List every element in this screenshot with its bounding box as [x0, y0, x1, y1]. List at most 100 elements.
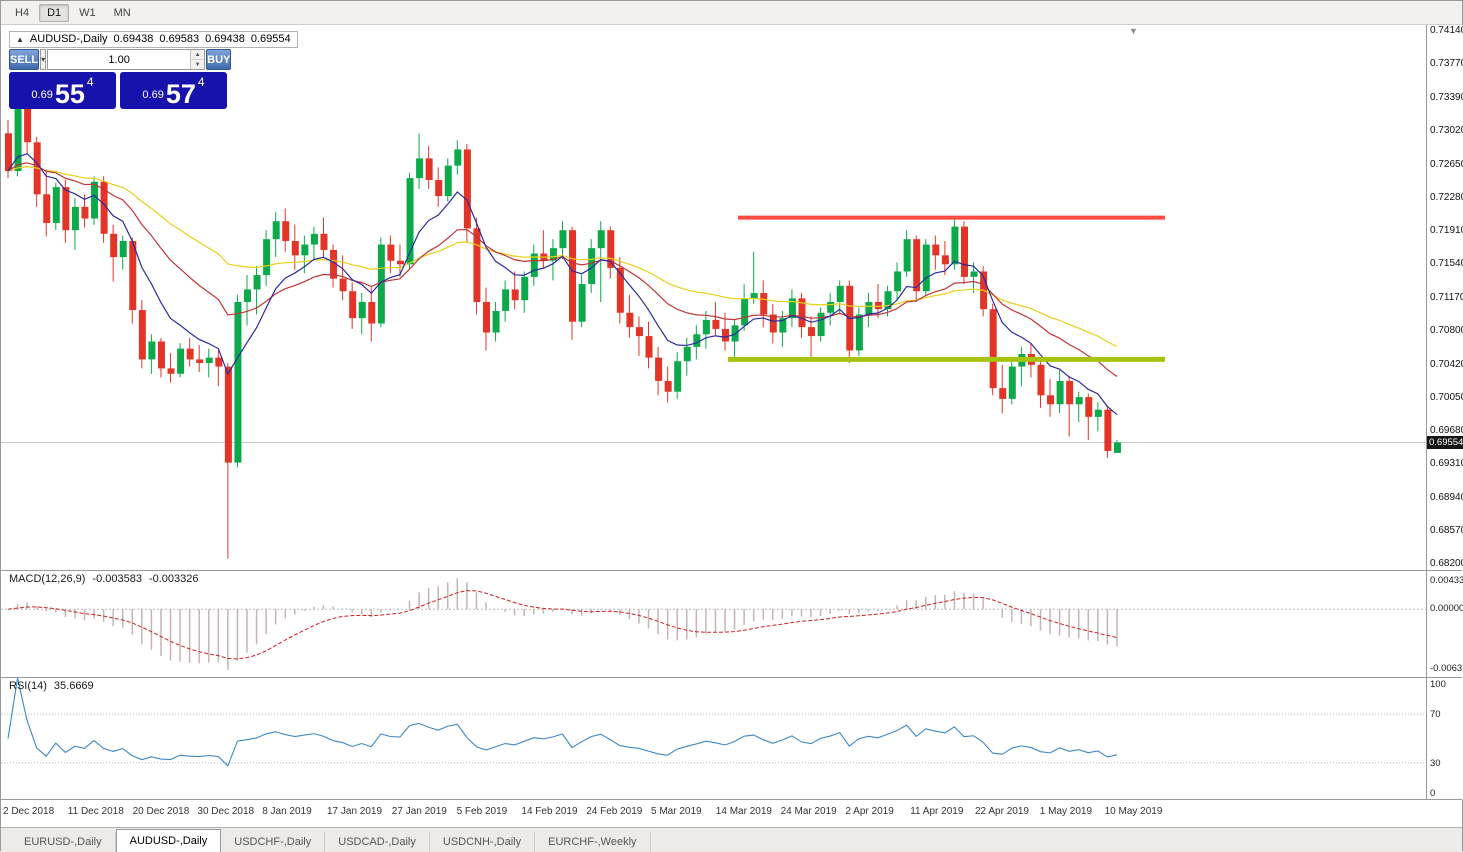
date-axis-label: 11 Apr 2019 [910, 806, 964, 817]
price-axis-label: 0.70800 [1430, 324, 1463, 336]
price-axis-label: 0.71170 [1430, 291, 1463, 303]
timeframe-button-mn[interactable]: MN [113, 6, 131, 19]
date-axis-label: 2 Apr 2019 [845, 806, 894, 817]
price-axis-label: 0.68200 [1430, 558, 1463, 569]
date-axis-label: 20 Dec 2018 [132, 806, 190, 817]
low-value: 0.69438 [205, 33, 245, 45]
macd-axis-label: 0.000000 [1430, 603, 1463, 615]
volume-field-wrap: ▲ ▼ [47, 49, 206, 70]
volume-spinner: ▲ ▼ [190, 50, 205, 69]
buy-price-display[interactable]: 0.69 57 4 [120, 72, 227, 109]
buy-price-sup: 4 [197, 75, 205, 89]
pane-separator[interactable] [1, 677, 1462, 678]
rsi-axis-label: 30 [1430, 757, 1441, 769]
chart-shift-icon[interactable]: ▼ [1129, 26, 1138, 36]
chevron-down-icon: ▾ [41, 55, 46, 64]
date-axis[interactable]: 2 Dec 2018 11 Dec 2018 20 Dec 2018 30 Dec 2… [1, 800, 1426, 827]
spin-up-icon[interactable]: ▲ [191, 50, 205, 60]
chart-tab-audusd[interactable]: AUDUSD-,Daily [115, 829, 222, 852]
macd-label: MACD(12,26,9) -0.003583 -0.003326 [9, 573, 199, 585]
macd-axis-label: -0.006373 [1430, 663, 1463, 674]
price-axis-label: 0.68570 [1430, 524, 1463, 536]
price-axis[interactable] [1426, 25, 1463, 800]
chart-tab-usdcad[interactable]: USDCAD-,Daily [325, 832, 430, 852]
chart-tab-eurchf[interactable]: EURCHF-,Weekly [535, 832, 651, 852]
price-axis-label: 0.72280 [1430, 191, 1463, 203]
rsi-line [7, 678, 1118, 767]
price-axis-label: 0.74140 [1430, 25, 1463, 36]
date-axis-label: 24 Feb 2019 [586, 806, 643, 817]
main-chart-canvas[interactable] [1, 25, 1426, 570]
chart-tab-bar: EURUSD-,Daily AUDUSD-,Daily USDCHF-,Daily U… [1, 827, 1462, 852]
spin-down-icon[interactable]: ▼ [191, 60, 205, 69]
chart-tab-usdchf[interactable]: USDCHF-,Daily [221, 832, 326, 852]
macd-value-signal: -0.003326 [148, 573, 199, 585]
price-axis-label: 0.73020 [1430, 125, 1463, 137]
macd-indicator-name: MACD(12,26,9) [9, 573, 86, 585]
sell-price-small: 0.69 [31, 89, 53, 101]
date-axis-label: 11 Dec 2018 [67, 806, 124, 817]
current-price-tag: 0.69554 [1427, 435, 1463, 449]
sell-price-sup: 4 [86, 75, 94, 89]
timeframe-button-group: H4 D1 W1 MN [7, 3, 139, 22]
timeframe-button-w1[interactable]: W1 [79, 6, 96, 19]
date-axis-label: 8 Jan 2019 [262, 806, 312, 817]
macd-canvas[interactable] [1, 571, 1426, 677]
date-axis-label: 14 Mar 2019 [715, 806, 772, 817]
chart-tab-eurusd[interactable]: EURUSD-,Daily [11, 832, 116, 852]
date-axis-label: 5 Feb 2019 [456, 806, 508, 817]
rsi-label: RSI(14) 35.6669 [9, 680, 94, 692]
price-axis-label: 0.71910 [1430, 225, 1463, 237]
buy-price-small: 0.69 [142, 89, 164, 101]
price-axis-label: 0.72650 [1430, 158, 1463, 170]
rsi-indicator-name: RSI(14) [9, 680, 47, 692]
pane-separator[interactable] [1, 799, 1462, 800]
ma-slow-line [7, 166, 1118, 348]
sell-price-big: 55 [54, 78, 85, 109]
pane-separator[interactable] [1, 570, 1462, 571]
price-axis-label: 0.73770 [1430, 58, 1463, 70]
date-axis-label: 2 Dec 2018 [3, 806, 55, 817]
price-axis-label: 0.70420 [1430, 358, 1463, 370]
ma-fast-line [7, 153, 1118, 415]
rsi-canvas[interactable] [1, 678, 1426, 799]
candlesticks [5, 97, 1121, 559]
ma-mid-line [7, 162, 1118, 378]
macd-histogram [16, 578, 1118, 670]
open-value: 0.69438 [113, 33, 154, 45]
price-axis-label: 0.69310 [1430, 458, 1463, 470]
date-axis-label: 30 Dec 2018 [197, 806, 255, 817]
chart-tab-usdcnh[interactable]: USDCNH-,Daily [430, 832, 536, 852]
date-axis-label: 24 Mar 2019 [780, 806, 837, 817]
price-axis-label: 0.68940 [1430, 491, 1463, 503]
symbol-info-bar: ▲ AUDUSD-,Daily 0.69438 0.69583 0.69438 … [9, 31, 298, 48]
macd-signal-line [7, 590, 1118, 660]
sell-price-display[interactable]: 0.69 55 4 [9, 72, 116, 109]
price-axis-label: 0.71540 [1430, 258, 1463, 270]
date-axis-label: 10 May 2019 [1104, 806, 1163, 817]
close-value: 0.69554 [250, 33, 291, 45]
rsi-axis-label: 100 [1430, 679, 1446, 690]
timeframe-button-d1[interactable]: D1 [39, 3, 70, 22]
timeframe-button-h4[interactable]: H4 [15, 6, 30, 19]
date-axis-label: 27 Jan 2019 [391, 806, 447, 817]
date-axis-label: 1 May 2019 [1039, 806, 1093, 817]
collapse-icon[interactable]: ▲ [16, 34, 24, 44]
sell-button[interactable]: SELL [9, 49, 40, 70]
price-axis-label: 0.73390 [1430, 92, 1463, 104]
high-value: 0.69583 [159, 33, 200, 45]
buy-price-big: 57 [165, 78, 196, 109]
buy-button[interactable]: BUY [206, 49, 232, 70]
volume-input[interactable] [48, 50, 191, 69]
date-axis-label: 5 Mar 2019 [651, 806, 702, 817]
rsi-value: 35.6669 [53, 680, 94, 692]
one-click-trading-panel: SELL ▾ ▲ ▼ BUY 0.69 55 4 0.69 57 [9, 49, 232, 109]
macd-value-main: -0.003583 [92, 573, 142, 585]
date-axis-label: 22 Apr 2019 [975, 806, 1029, 817]
symbol-label: AUDUSD-,Daily [29, 33, 108, 45]
volume-dropdown-button[interactable]: ▾ [40, 49, 47, 70]
macd-axis-label: 0.004331 [1430, 575, 1463, 586]
price-axis-label: 0.69680 [1430, 425, 1463, 437]
rsi-axis-label: 70 [1430, 709, 1441, 721]
